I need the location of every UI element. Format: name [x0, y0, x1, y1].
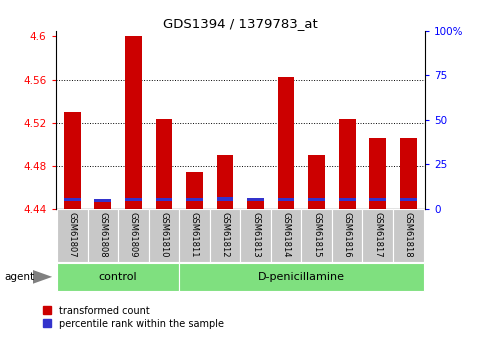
Text: control: control [99, 272, 138, 282]
Bar [125, 198, 142, 201]
Bar [400, 198, 417, 201]
Bar [241, 209, 271, 262]
Bar [217, 197, 233, 201]
Bar [57, 209, 87, 262]
Legend: transformed count, percentile rank within the sample: transformed count, percentile rank withi… [39, 302, 228, 333]
Bar [393, 209, 424, 262]
Text: GSM61815: GSM61815 [312, 213, 321, 258]
Bar [369, 138, 386, 209]
Bar [186, 198, 203, 201]
Text: GSM61813: GSM61813 [251, 213, 260, 258]
Text: GSM61808: GSM61808 [99, 213, 107, 258]
Text: D-penicillamine: D-penicillamine [258, 272, 345, 282]
Bar [156, 119, 172, 209]
Bar [149, 209, 179, 262]
Text: agent: agent [5, 272, 35, 282]
Bar [247, 198, 264, 201]
Bar [95, 200, 111, 209]
Title: GDS1394 / 1379783_at: GDS1394 / 1379783_at [163, 17, 318, 30]
Polygon shape [33, 270, 52, 284]
Text: GSM61807: GSM61807 [68, 213, 77, 258]
Bar [400, 138, 417, 209]
Bar [362, 209, 393, 262]
Text: GSM61812: GSM61812 [221, 213, 229, 258]
Bar [339, 198, 355, 201]
Bar [278, 77, 295, 209]
Bar [369, 198, 386, 201]
Bar [118, 209, 149, 262]
Bar [64, 112, 81, 209]
Text: GSM61814: GSM61814 [282, 213, 291, 258]
Bar [278, 198, 295, 201]
Bar [125, 37, 142, 209]
Text: GSM61818: GSM61818 [404, 213, 413, 258]
Bar [247, 198, 264, 209]
Text: GSM61809: GSM61809 [129, 213, 138, 258]
Text: GSM61817: GSM61817 [373, 213, 382, 258]
Bar [57, 263, 179, 291]
Text: GSM61810: GSM61810 [159, 213, 169, 258]
Bar [339, 119, 355, 209]
Bar [156, 198, 172, 201]
Bar [308, 198, 325, 201]
Bar [186, 172, 203, 209]
Bar [87, 209, 118, 262]
Bar [179, 263, 424, 291]
Bar [271, 209, 301, 262]
Bar [308, 155, 325, 209]
Bar [210, 209, 241, 262]
Text: GSM61816: GSM61816 [342, 213, 352, 258]
Bar [301, 209, 332, 262]
Bar [95, 199, 111, 202]
Bar [179, 209, 210, 262]
Bar [332, 209, 362, 262]
Bar [64, 198, 81, 201]
Text: GSM61811: GSM61811 [190, 213, 199, 258]
Bar [217, 155, 233, 209]
